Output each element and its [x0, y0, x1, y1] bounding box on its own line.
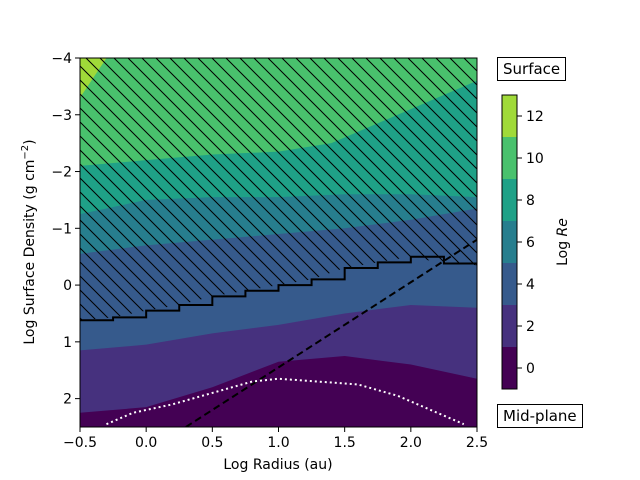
- colorbar-segment: [502, 263, 517, 305]
- x-tick-label: 2.0: [400, 435, 422, 451]
- x-tick-label: 2.5: [466, 435, 488, 451]
- y-tick-label: 0: [63, 278, 72, 294]
- hatch-region: [80, 58, 477, 321]
- colorbar-segment: [502, 179, 517, 221]
- colorbar-tick-label: 4: [526, 277, 535, 293]
- surface-label: Surface: [497, 57, 567, 81]
- y-tick-label: −4: [51, 51, 72, 67]
- hatch-boundary: [80, 255, 477, 322]
- colorbar-label: Log Re: [555, 218, 571, 266]
- y-axis-label: Log Surface Density (g cm−2): [20, 139, 38, 344]
- midplane-label: Mid-plane: [497, 404, 583, 428]
- colorbar-segment: [502, 137, 517, 179]
- x-axis-label: Log Radius (au): [223, 457, 332, 473]
- colorbar-segment: [502, 221, 517, 263]
- colorbar-tick-label: 8: [526, 193, 535, 209]
- colorbar-segment: [502, 305, 517, 347]
- y-axis-label-exponent: −2: [20, 145, 31, 160]
- overlay: [80, 58, 477, 427]
- x-tick-label: 0.5: [201, 435, 223, 451]
- x-tick-label: 1.0: [267, 435, 289, 451]
- y-tick-label: −3: [51, 108, 72, 124]
- x-tick-label: 1.5: [334, 435, 356, 451]
- y-tick-label: −2: [51, 165, 72, 181]
- dashed-line: [185, 238, 477, 427]
- colorbar-label-italic: Re: [555, 218, 571, 236]
- y-tick-label: 2: [63, 392, 72, 408]
- colorbar-label-prefix: Log: [555, 236, 571, 265]
- colorbar-tick-label: 2: [526, 319, 535, 335]
- y-axis-label-close: ): [22, 139, 38, 144]
- y-axis-label-main: Log Surface Density (g cm: [22, 160, 38, 345]
- colorbar-segment: [502, 95, 517, 137]
- colorbar-tick-label: 12: [526, 109, 544, 125]
- colorbar-tick-label: 0: [526, 361, 535, 377]
- colorbar-tick-label: 10: [526, 151, 544, 167]
- y-tick-label: −1: [51, 221, 72, 237]
- colorbar: 0 2 4 6 8 10 12: [501, 94, 544, 390]
- x-tick-label: −0.5: [63, 435, 97, 451]
- y-tick-label: 1: [63, 335, 72, 351]
- dotted-curve: [106, 377, 465, 426]
- colorbar-segment: [502, 347, 517, 389]
- x-tick-label: 0.0: [135, 435, 157, 451]
- x-axis: −0.5 0.0 0.5 1.0 1.5 2.0 2.5: [63, 427, 488, 451]
- y-axis: −4 −3 −2 −1 0 1 2: [51, 51, 80, 408]
- colorbar-tick-label: 6: [526, 235, 535, 251]
